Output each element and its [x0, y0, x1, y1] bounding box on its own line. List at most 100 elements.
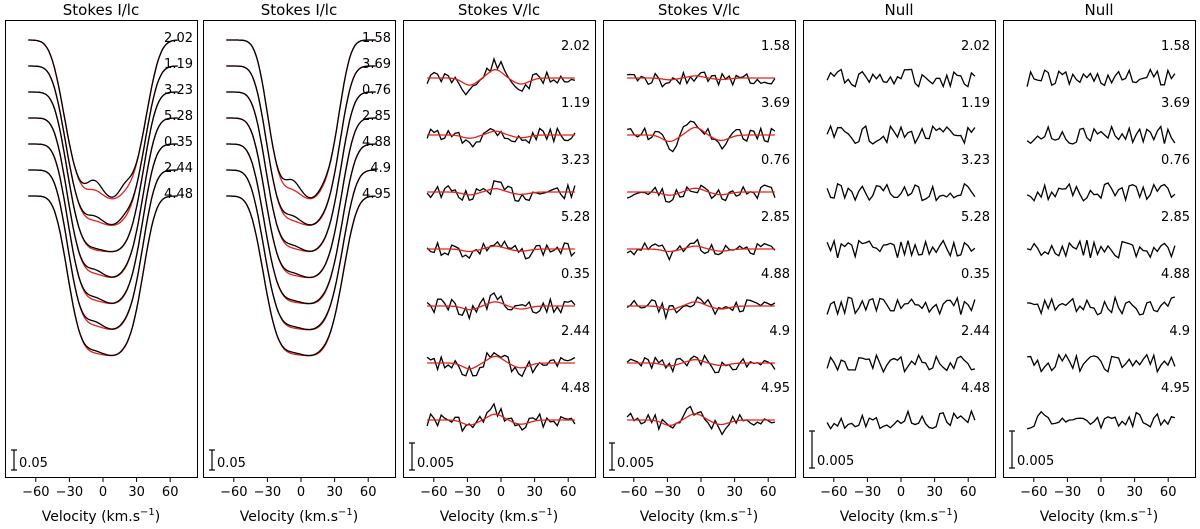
phase-label: 4.95: [1161, 381, 1190, 396]
phase-label: 2.85: [1161, 210, 1190, 225]
null-profile-5: [1027, 295, 1176, 316]
x-tick-label: 30: [526, 485, 543, 500]
x-tick-label: 60: [960, 485, 977, 500]
phase-label: 0.35: [961, 267, 990, 282]
panel-frame: [403, 20, 596, 478]
phase-label: 5.28: [164, 109, 193, 124]
observed-profile-1: [226, 39, 376, 199]
model-stokes-v-3: [627, 187, 775, 196]
null-profile-2: [1026, 124, 1176, 145]
scale-bar-label: 0.005: [817, 454, 854, 469]
phase-label: 0.76: [362, 83, 391, 98]
phase-label: 1.58: [362, 31, 391, 46]
phase-label: 4.48: [961, 381, 990, 396]
model-stokes-v-2: [627, 126, 775, 143]
x-tick-label: 30: [1126, 485, 1143, 500]
x-tick-label: −30: [254, 485, 281, 500]
observed-stokes-v-2: [426, 126, 576, 148]
x-tick-label: 60: [162, 485, 179, 500]
x-tick-label: −60: [420, 485, 447, 500]
observed-stokes-v-1: [426, 56, 576, 96]
panel-title: Stokes V/lc: [658, 1, 740, 19]
observed-profile-4: [226, 117, 376, 279]
panel-frame: [5, 20, 198, 478]
scale-bar-label: 0.005: [417, 456, 454, 471]
observed-stokes-v-7: [426, 402, 576, 433]
model-profile-4: [28, 117, 178, 279]
observed-profile-1: [28, 39, 178, 198]
null-profile-4: [826, 238, 976, 260]
model-stokes-v-7: [627, 413, 775, 427]
x-tick-label: 30: [926, 485, 943, 500]
phase-label: 1.58: [761, 39, 790, 54]
model-stokes-v-2: [427, 130, 575, 139]
x-axis-label: Velocity (km.s−1): [840, 507, 959, 525]
model-stokes-v-4: [427, 245, 575, 253]
null-profile-6: [1027, 353, 1176, 374]
observed-profile-4: [28, 117, 178, 278]
null-profile-2: [826, 124, 976, 145]
observed-profile-6: [226, 169, 376, 331]
x-tick-label: 60: [560, 485, 577, 500]
phase-label: 4.88: [761, 267, 790, 282]
x-axis-label-sup: −1: [538, 507, 553, 518]
null-profile-6: [826, 353, 976, 374]
phase-label: 3.23: [961, 153, 990, 168]
x-tick-label: −60: [220, 485, 247, 500]
x-axis-label-sup: −1: [738, 507, 753, 518]
null-profile-3: [826, 182, 976, 202]
observed-profile-5: [28, 143, 178, 304]
null-profile-1: [1026, 68, 1176, 87]
x-axis-label: Velocity (km.s−1): [640, 507, 759, 525]
null-profile-3: [1026, 182, 1176, 203]
panel-title: Stokes V/lc: [458, 1, 540, 19]
phase-label: 3.23: [561, 153, 590, 168]
phase-label: 5.28: [561, 210, 590, 225]
model-stokes-v-6: [627, 359, 775, 367]
phase-label: 4.48: [164, 187, 193, 202]
panel-title: Null: [884, 1, 913, 19]
x-tick-label: 30: [326, 485, 343, 500]
phase-label: 4.48: [561, 381, 590, 396]
scale-bar-label: 0.05: [19, 456, 48, 471]
phase-label: 0.76: [1161, 153, 1190, 168]
model-profile-4: [226, 117, 376, 279]
phase-label: 1.19: [961, 96, 990, 111]
panel-title: Null: [1084, 1, 1113, 19]
x-axis-label-end: ): [155, 509, 160, 525]
scale-bar-label: 0.005: [617, 456, 654, 471]
phase-label: 5.28: [961, 210, 990, 225]
phase-label: 4.88: [1161, 267, 1190, 282]
null-profile-7: [826, 409, 976, 430]
x-tick-label: 30: [726, 485, 743, 500]
null-profile-1: [826, 68, 976, 89]
panel-title: Stokes I/lc: [261, 1, 337, 19]
x-tick-label: −60: [1020, 485, 1047, 500]
x-tick-label: −30: [1054, 485, 1081, 500]
panel-frame: [1003, 20, 1196, 478]
observed-profile-2: [28, 65, 178, 226]
x-axis-label: Velocity (km.s−1): [440, 507, 559, 525]
model-stokes-v-3: [427, 188, 575, 196]
x-tick-label: 0: [99, 485, 107, 500]
model-profile-2: [226, 65, 376, 226]
x-tick-label: −30: [854, 485, 881, 500]
phase-label: 2.85: [362, 109, 391, 124]
model-stokes-v-5: [627, 301, 775, 311]
observed-profile-5: [226, 143, 376, 305]
phase-label: 4.88: [362, 135, 391, 150]
phase-label: 4.9: [1169, 324, 1190, 339]
observed-stokes-v-4: [426, 239, 576, 260]
observed-profile-2: [226, 65, 376, 226]
phase-label: 1.19: [164, 57, 193, 72]
model-profile-3: [28, 91, 178, 253]
x-tick-label: −30: [454, 485, 481, 500]
x-tick-label: 0: [497, 485, 505, 500]
panel-title: Stokes I/lc: [63, 1, 139, 19]
